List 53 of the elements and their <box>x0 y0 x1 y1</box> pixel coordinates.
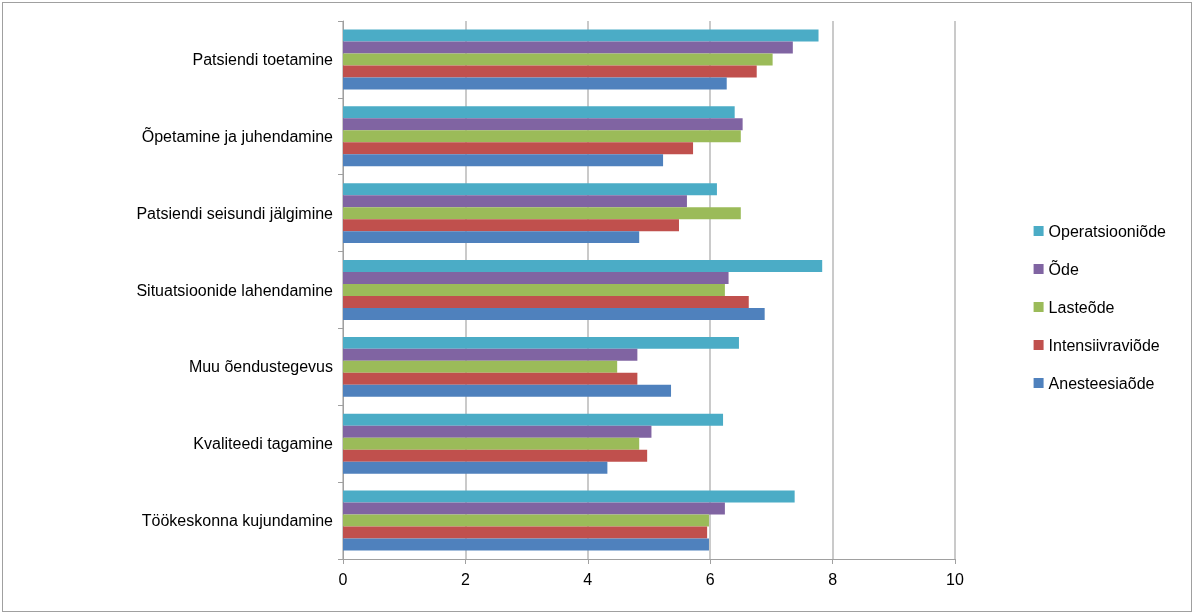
y-tick-label: Töökeskonna kujundamine <box>141 512 334 530</box>
bar <box>343 372 638 385</box>
legend-label: Intensiivraviõde <box>1048 336 1160 354</box>
bar <box>343 260 823 273</box>
legend-label: Anesteesiaõde <box>1048 374 1155 392</box>
bar <box>343 272 729 285</box>
y-tick-label: Muu õendustegevus <box>188 358 333 376</box>
bar <box>343 384 672 397</box>
bar <box>343 336 739 349</box>
bar <box>343 490 795 503</box>
bar <box>343 29 819 42</box>
bar <box>343 526 708 539</box>
bar <box>343 53 773 66</box>
bar <box>343 295 749 308</box>
bar <box>343 142 694 155</box>
bar <box>343 502 725 515</box>
bar <box>343 183 717 196</box>
bar <box>343 77 727 90</box>
legend-label: Operatsiooniõde <box>1048 222 1167 240</box>
y-tick-label: Kvaliteedi tagamine <box>193 435 334 453</box>
y-tick-label: Õpetamine ja juhendamine <box>141 125 334 145</box>
legend-label: Õde <box>1048 258 1079 278</box>
bar <box>343 154 664 167</box>
bar <box>343 437 640 450</box>
x-tick-label: 4 <box>583 570 593 588</box>
bar <box>343 413 724 426</box>
y-tick-label: Patsiendi toetamine <box>192 50 334 68</box>
x-tick-label: 6 <box>705 570 715 588</box>
bar <box>343 118 743 131</box>
bar <box>343 360 618 373</box>
bar <box>343 41 793 54</box>
bar <box>343 425 652 438</box>
bar <box>343 231 640 244</box>
bar <box>343 307 765 320</box>
x-tick-label: 8 <box>828 570 838 588</box>
x-tick-label: 2 <box>460 570 470 588</box>
bar <box>343 538 709 551</box>
bar <box>343 219 679 232</box>
x-tick-label: 10 <box>946 570 964 588</box>
legend-label: Lasteõde <box>1048 298 1115 316</box>
y-tick-label: Patsiendi seisundi jälgimine <box>136 204 334 222</box>
bar <box>343 195 687 208</box>
bar <box>343 514 709 527</box>
bar <box>343 461 608 474</box>
bar <box>343 65 757 78</box>
bar <box>343 449 648 462</box>
y-tick-label: Situatsioonide lahendamine <box>136 281 334 299</box>
bar <box>343 207 741 220</box>
bar <box>343 284 725 296</box>
bar <box>343 106 735 119</box>
bar <box>343 348 638 361</box>
bar <box>343 130 741 143</box>
x-tick-label: 0 <box>338 570 348 588</box>
